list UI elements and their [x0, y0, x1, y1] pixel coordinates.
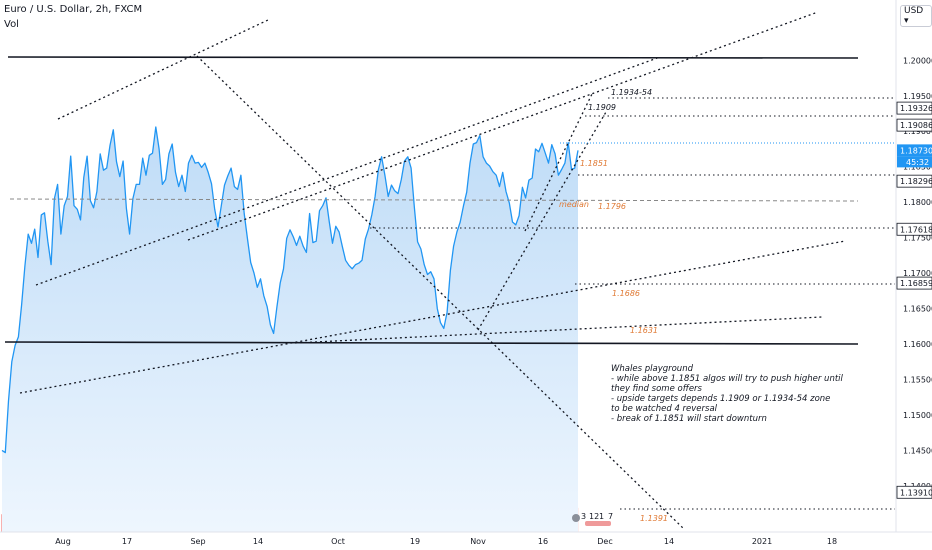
time-tick-label: 16 — [538, 537, 548, 546]
time-tick-label: Nov — [470, 537, 486, 546]
analysis-note: Whales playground - while above 1.1851 a… — [611, 364, 843, 424]
anno-1-1391: 1.1391 — [640, 514, 668, 523]
price-tick-label: 1.16000 — [903, 340, 932, 349]
anno-median-value: 1.1796 — [598, 202, 626, 211]
event-marker-count-d: 7 — [608, 512, 613, 521]
time-tick-label: Dec — [597, 537, 612, 546]
event-marker-flag — [585, 521, 611, 526]
time-tick-label: 14 — [664, 537, 674, 546]
channel-line-lower[interactable] — [35, 56, 661, 286]
note-line-4: to be watched 4 reversal — [611, 404, 718, 414]
time-tick-label: Sep — [190, 537, 205, 546]
anno-target-1-1909: 1.1909 — [588, 103, 616, 112]
trend-lines — [4, 11, 895, 530]
time-tick-label: 14 — [253, 537, 263, 546]
level-badge-1-19326-text: 1.19326 — [900, 104, 932, 113]
level-badge-1-18296[interactable]: 1.18296 — [896, 174, 932, 188]
time-tick-label: 19 — [410, 537, 420, 546]
price-tick-label: 1.19000 — [903, 127, 932, 136]
level-badge-1-19086[interactable]: 1.19086 — [896, 118, 932, 132]
level-badge-1-16859-text: 1.16859 — [900, 279, 932, 288]
level-badge-1-17618[interactable]: 1.17618 — [896, 222, 932, 236]
price-tick-label: 1.18000 — [903, 198, 932, 207]
event-markers[interactable]: 3 12 1 7 — [572, 512, 613, 526]
level-badge-1-19326[interactable]: 1.19326 — [896, 101, 932, 115]
descending-line[interactable] — [196, 55, 685, 530]
time-tick-label: Aug — [55, 537, 71, 546]
countdown-badge: 45:32 — [897, 156, 932, 168]
anno-target-zone: 1.1934-54 — [611, 88, 652, 97]
level-badge-1-16859[interactable]: 1.16859 — [896, 276, 932, 290]
level-badge-1-17618-text: 1.17618 — [900, 225, 932, 234]
price-tick-label: 1.17000 — [903, 269, 932, 278]
price-line — [1, 126, 579, 454]
channel-line-top-left[interactable] — [57, 19, 269, 120]
event-marker-icon[interactable] — [572, 514, 580, 522]
event-marker-count-c: 1 — [599, 512, 604, 521]
price-tick-label: 1.15000 — [903, 411, 932, 420]
level-badge-1-19086-text: 1.19086 — [900, 121, 932, 130]
volume-bar — [1, 514, 3, 532]
time-axis[interactable]: Aug 17 Sep 14 Oct 19 Nov 16 Dec 14 2021 18 — [0, 531, 932, 546]
chart-title: Euro / U.S. Dollar, 2h, FXCM — [4, 4, 143, 15]
level-badge-1-13910[interactable]: 1.13910 — [896, 485, 932, 499]
support-line[interactable] — [4, 341, 859, 345]
current-price-badge[interactable]: 1.18730 — [897, 144, 932, 157]
chevron-down-icon: ▾ — [904, 16, 909, 26]
anno-pivot-1-1851: 1.1851 — [580, 159, 608, 168]
channel-line-upper[interactable] — [187, 11, 819, 241]
note-line-1: - while above 1.1851 algos will try to p… — [611, 374, 843, 384]
currency-badge[interactable]: USD ▾ — [900, 5, 932, 27]
annotations: 1.1934-54 1.1909 1.1851 median 1.1796 1.… — [559, 88, 668, 523]
price-tick-label: 1.15500 — [903, 375, 932, 384]
price-tick-label: 1.14500 — [903, 446, 932, 455]
note-line-5: - break of 1.1851 will start downturn — [611, 414, 767, 424]
level-badge-1-13910-text: 1.13910 — [900, 488, 932, 497]
resistance-line[interactable] — [7, 56, 859, 59]
note-line-3: - upside targets depends 1.1909 or 1.193… — [611, 394, 831, 404]
median-line[interactable] — [9, 198, 859, 202]
price-tick-label: 1.17500 — [903, 234, 932, 243]
time-tick-label: Oct — [331, 537, 345, 546]
price-tick-label: 1.20000 — [903, 56, 932, 65]
wedge-line-a[interactable] — [477, 111, 607, 331]
currency-badge-text: USD — [904, 6, 924, 16]
current-price-badge-text: 1.18730 — [900, 146, 932, 155]
price-axis[interactable]: 1.200001.195001.190001.185001.180001.175… — [895, 0, 932, 532]
event-marker-count-b: 12 — [589, 512, 599, 521]
price-area-fill — [2, 127, 578, 532]
note-title: Whales playground — [611, 364, 693, 374]
time-tick-label: 2021 — [752, 537, 772, 546]
price-tick-label: 1.16500 — [903, 305, 932, 314]
level-badge-1-18296-text: 1.18296 — [900, 177, 932, 186]
anno-1-1686: 1.1686 — [612, 289, 640, 298]
time-tick-label: 18 — [827, 537, 837, 546]
price-tick-label: 1.19500 — [903, 92, 932, 101]
volume-label: Vol — [4, 19, 19, 30]
time-tick-label: 17 — [122, 537, 132, 546]
anno-median-label: median — [559, 200, 589, 209]
anno-1-1631: 1.1631 — [630, 326, 658, 335]
event-marker-count-a: 3 — [581, 512, 586, 521]
countdown-text: 45:32 — [906, 158, 929, 167]
wedge-line-b[interactable] — [524, 93, 593, 232]
note-line-2: they find some offers — [611, 384, 702, 394]
